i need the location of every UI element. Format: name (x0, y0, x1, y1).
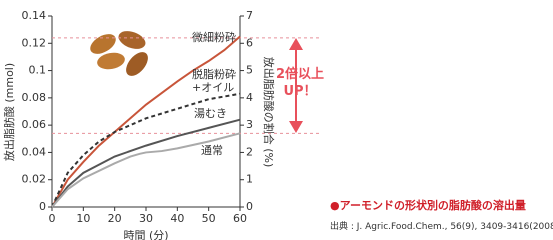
y-tick-label: 0.1 (29, 64, 47, 77)
y2-tick-label: 4 (246, 91, 253, 104)
x-tick-label: 0 (49, 212, 56, 225)
y-tick-label: 0.12 (22, 36, 47, 49)
y2-tick-label: 2 (246, 145, 253, 158)
page: 放出脂肪酸 (mmol) 放出脂肪酸の割合 (%) 時間 (分) 00.020.… (0, 0, 553, 240)
series-label: 脱脂粉砕 +オイル (192, 68, 236, 94)
series-label: 微細粉砕 (192, 31, 236, 44)
x-tick-label: 20 (108, 212, 122, 225)
x-tick-label: 30 (139, 212, 153, 225)
almond-icon (87, 28, 152, 80)
y2-tick-label: 5 (246, 64, 253, 77)
x-axis-label: 時間 (分) (123, 229, 168, 240)
x-tick-label: 10 (76, 212, 90, 225)
x-tick-label: 40 (170, 212, 184, 225)
series-line (52, 120, 240, 207)
annotation: 2倍以上 UP！ (272, 66, 328, 100)
caption: ●アーモンドの形状別の脂肪酸の溶出量 (330, 197, 526, 213)
y-tick-label: 0.08 (22, 91, 47, 104)
y-tick-label: 0.06 (22, 118, 47, 131)
x-tick-label: 60 (233, 212, 247, 225)
y2-tick-label: 3 (246, 118, 253, 131)
y-axis-label: 放出脂肪酸 (mmol) (2, 63, 16, 161)
series-label: 通常 (201, 144, 223, 157)
y2-tick-label: 1 (246, 173, 253, 186)
source: 出典 : J. Agric.Food.Chem., 56(9), 3409-34… (330, 219, 553, 232)
y-tick-label: 0.02 (22, 173, 47, 186)
y2-tick-label: 7 (246, 9, 253, 22)
y-tick-label: 0.14 (22, 9, 47, 22)
x-tick-label: 50 (202, 212, 216, 225)
y-tick-label: 0.04 (22, 145, 47, 158)
y-tick-label: 0 (39, 200, 46, 213)
y2-tick-label: 0 (246, 200, 253, 213)
series-label: 湯むき (194, 107, 227, 120)
